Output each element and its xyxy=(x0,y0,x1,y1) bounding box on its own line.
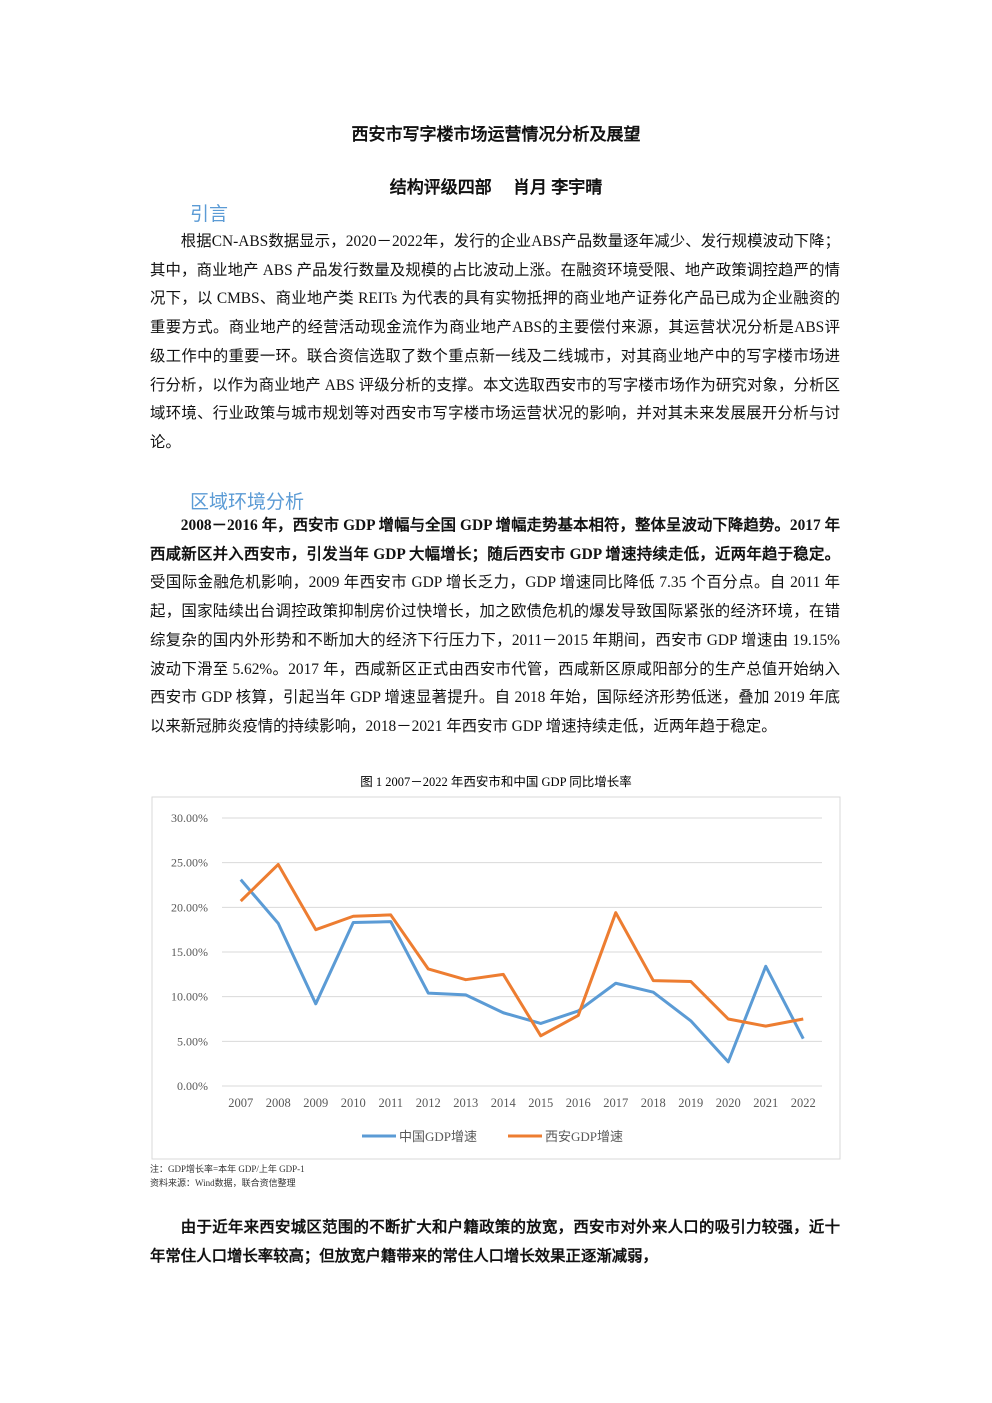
paragraph: 2008－2016 年，西安市 GDP 增幅与全国 GDP 增幅走势基本相符，整… xyxy=(150,512,840,742)
x-tick-label: 2019 xyxy=(678,1096,703,1110)
x-tick-label: 2011 xyxy=(378,1096,403,1110)
x-tick-label: 2021 xyxy=(753,1096,778,1110)
y-tick-label: 10.00% xyxy=(171,990,208,1004)
x-tick-label: 2018 xyxy=(641,1096,666,1110)
x-tick-label: 2017 xyxy=(603,1096,628,1110)
paragraph: 由于近年来西安城区范围的不断扩大和户籍政策的放宽，西安市对外来人口的吸引力较强，… xyxy=(150,1219,840,1265)
text-run: 根据CN-ABS数据显示，2020－2022年，发行的企业ABS产品数量逐年减少… xyxy=(150,233,840,451)
x-tick-label: 2020 xyxy=(716,1096,741,1110)
x-tick-label: 2014 xyxy=(491,1096,517,1110)
y-tick-label: 25.00% xyxy=(171,856,208,870)
legend-label: 西安GDP增速 xyxy=(545,1129,623,1144)
x-tick-label: 2013 xyxy=(453,1096,478,1110)
y-tick-label: 0.00% xyxy=(177,1079,208,1093)
section-heading: 区域环境分析 xyxy=(190,491,305,513)
section-heading: 引言 xyxy=(190,203,229,225)
chart-title: 图 1 2007－2022 年西安市和中国 GDP 同比增长率 xyxy=(360,774,631,789)
x-tick-label: 2015 xyxy=(528,1096,553,1110)
chart-note: 注：GDP增长率=本年 GDP/上年 GDP-1 xyxy=(150,1164,305,1174)
legend-label: 中国GDP增速 xyxy=(399,1129,477,1144)
series-line xyxy=(239,878,805,1064)
text-run: 受国际金融危机影响，2009 年西安市 GDP 增长乏力，GDP 增速同比降低 … xyxy=(150,574,840,735)
x-tick-label: 2010 xyxy=(341,1096,366,1110)
y-tick-label: 15.00% xyxy=(171,945,208,959)
chart-source: 资料来源：Wind数据，联合资信整理 xyxy=(150,1178,296,1188)
text-run: 2008－2016 年，西安市 GDP 增幅与全国 GDP 增幅走势基本相符，整… xyxy=(150,517,840,563)
doc-title: 西安市写字楼市场运营情况分析及展望 xyxy=(351,125,641,144)
y-tick-label: 30.00% xyxy=(171,811,208,825)
authors: 结构评级四部 肖月 李宇晴 xyxy=(389,178,603,197)
y-tick-label: 20.00% xyxy=(171,900,208,914)
series-line xyxy=(239,862,804,1038)
x-tick-label: 2009 xyxy=(303,1096,328,1110)
x-tick-label: 2008 xyxy=(266,1096,291,1110)
chart: 图 1 2007－2022 年西安市和中国 GDP 同比增长率 0.00% 5.0… xyxy=(151,774,841,1160)
x-tick-label: 2016 xyxy=(566,1096,591,1110)
x-tick-label: 2007 xyxy=(228,1096,253,1110)
paragraph: 根据CN-ABS数据显示，2020－2022年，发行的企业ABS产品数量逐年减少… xyxy=(150,228,840,458)
y-tick-label: 5.00% xyxy=(177,1034,208,1048)
x-tick-label: 2022 xyxy=(791,1096,816,1110)
chart-frame xyxy=(151,796,841,1160)
x-tick-label: 2012 xyxy=(416,1096,441,1110)
